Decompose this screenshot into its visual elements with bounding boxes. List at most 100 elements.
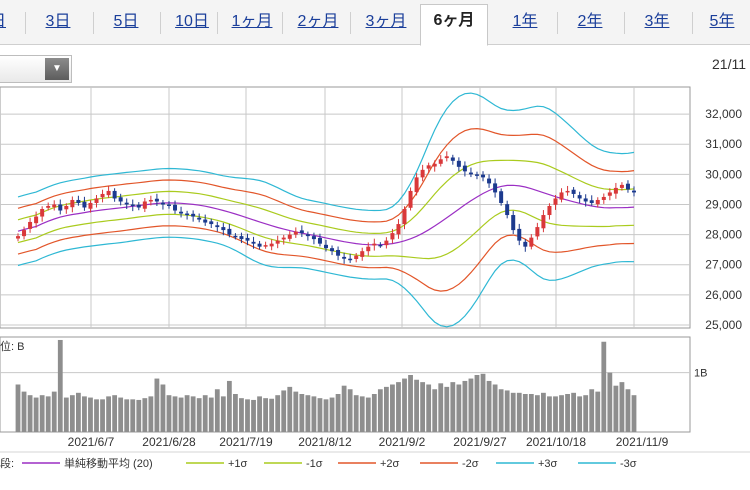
volume-bar: [541, 392, 546, 432]
candle-body: [571, 189, 576, 194]
volume-bar: [371, 394, 377, 432]
candle-body: [154, 198, 159, 202]
volume-bar: [184, 395, 190, 432]
volume-bar: [75, 392, 81, 432]
chevron-down-icon[interactable]: ▼: [45, 58, 69, 80]
volume-bar: [51, 391, 57, 432]
candle-body: [46, 205, 51, 208]
tab-divider: [350, 12, 351, 34]
tab-period-3[interactable]: 10日: [175, 13, 209, 30]
price-axis: 32,000 31,000 30,000 29,000 28,000 27,000 26,0…: [705, 107, 742, 332]
candle-body: [281, 237, 286, 240]
candle-body: [64, 205, 69, 210]
candle-body: [173, 204, 178, 211]
tab-divider: [93, 12, 94, 34]
plus-3-sigma-line: [17, 92, 635, 212]
candle-body: [493, 183, 498, 193]
candle-body: [601, 196, 606, 200]
candle-body: [348, 258, 353, 261]
volume-bar: [88, 397, 93, 432]
volume-bar: [220, 396, 226, 432]
volume-tick-label: 1B: [694, 368, 707, 380]
tab-period-2[interactable]: 5日: [113, 13, 139, 30]
volume-bar: [444, 386, 450, 432]
candle-body: [209, 221, 214, 225]
date-tick-label: 2021/7/19: [219, 435, 273, 449]
volume-bar: [39, 395, 45, 432]
tab-divider: [282, 12, 283, 34]
legend-label: -1σ: [306, 458, 323, 470]
volume-bar: [27, 395, 33, 432]
tab-period-9[interactable]: 2年: [577, 13, 603, 30]
volume-bar: [118, 397, 124, 432]
candle-body: [438, 159, 443, 164]
candle-body: [179, 211, 184, 214]
tab-period-1[interactable]: 3日: [45, 13, 71, 30]
tab-divider: [160, 12, 161, 34]
candle-body: [342, 256, 347, 259]
volume-bar: [396, 382, 401, 432]
candle-body: [233, 235, 238, 238]
tab-period-6[interactable]: 3ヶ月: [365, 13, 407, 30]
tab-period-4[interactable]: 1ヶ月: [231, 13, 273, 30]
volume-bar: [275, 395, 281, 432]
candle-body: [595, 199, 600, 205]
candle-body: [40, 209, 45, 217]
candle-body: [468, 172, 473, 175]
candle-body: [583, 198, 588, 202]
tab-period-7[interactable]: 6ヶ月: [420, 4, 488, 46]
volume-bar: [305, 395, 311, 432]
tab-period-5[interactable]: 2ヶ月: [297, 13, 339, 30]
volume-bar: [208, 397, 214, 432]
candle-body: [124, 202, 129, 205]
volume-bar: [100, 399, 105, 432]
date-tick-label: 2021/9/27: [453, 435, 507, 449]
candle-body: [511, 215, 516, 231]
volume-bar: [528, 394, 534, 432]
volume-bar: [166, 395, 172, 432]
chart-legend: 段: 単純移動平均 (20) +1σ -1σ +2σ -2σ +3σ -3σ: [0, 451, 750, 470]
volume-bar: [112, 395, 118, 432]
candle-body: [632, 190, 636, 193]
volume-bar: [359, 396, 365, 432]
volume-bar: [202, 395, 208, 432]
candle-body: [384, 240, 389, 246]
legend-label: 単純移動平均 (20): [64, 456, 153, 470]
volume-bar: [486, 380, 492, 432]
candle-body: [432, 163, 437, 167]
volume-bar: [601, 341, 607, 432]
volume-bar: [468, 378, 474, 432]
price-tick-label: 29,000: [705, 197, 742, 211]
candle-body: [94, 198, 99, 203]
volume-bar: [383, 386, 389, 432]
candle-body: [251, 241, 256, 244]
tab-divider: [557, 12, 558, 34]
volume-bar: [154, 378, 160, 432]
candle-body: [414, 177, 419, 193]
volume-bar: [172, 396, 178, 432]
volume-bar: [559, 395, 564, 432]
volume-bar: [553, 396, 558, 432]
price-tick-label: 27,000: [705, 258, 742, 272]
candle-body: [523, 241, 528, 247]
tab-period-11[interactable]: 5年: [709, 13, 735, 30]
legend-label: -2σ: [462, 458, 479, 470]
candle-body: [607, 192, 612, 196]
volume-bar: [565, 394, 570, 432]
candle-body: [22, 230, 27, 237]
volume-bar: [329, 397, 335, 432]
candle-body: [245, 237, 250, 241]
volume-bar: [341, 385, 347, 432]
volume-bar: [377, 389, 383, 432]
tab-period-10[interactable]: 3年: [644, 13, 670, 30]
candle-body: [462, 165, 467, 172]
volume-bar: [251, 399, 256, 432]
candle-body: [136, 204, 141, 208]
tab-period-0[interactable]: 日: [0, 6, 18, 38]
tab-period-8[interactable]: 1年: [512, 13, 538, 30]
candle-body: [70, 199, 75, 208]
volume-unit-label: 位: B: [0, 339, 24, 353]
volume-bar: [160, 384, 166, 432]
chart-type-dropdown[interactable]: ▼: [0, 55, 72, 83]
candle-body: [34, 216, 39, 224]
